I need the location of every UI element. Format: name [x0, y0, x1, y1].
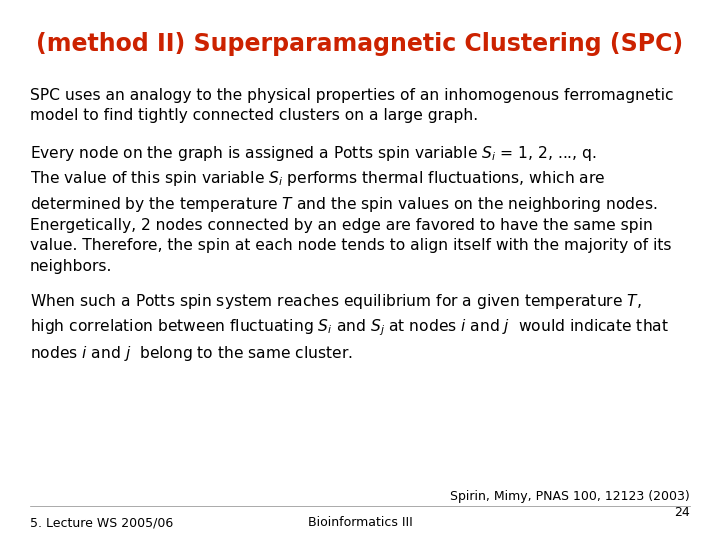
- Text: 24: 24: [674, 506, 690, 519]
- Text: When such a Potts spin system reaches equilibrium for a given temperature $T$,
h: When such a Potts spin system reaches eq…: [30, 292, 669, 363]
- Text: Bioinformatics III: Bioinformatics III: [307, 516, 413, 529]
- Text: Spirin, Mimy, PNAS 100, 12123 (2003): Spirin, Mimy, PNAS 100, 12123 (2003): [450, 490, 690, 503]
- Text: SPC uses an analogy to the physical properties of an inhomogenous ferromagnetic
: SPC uses an analogy to the physical prop…: [30, 88, 673, 124]
- Text: Every node on the graph is assigned a Potts spin variable $S_i$ = 1, 2, ..., q.
: Every node on the graph is assigned a Po…: [30, 144, 657, 214]
- Text: 5. Lecture WS 2005/06: 5. Lecture WS 2005/06: [30, 516, 174, 529]
- Text: Energetically, 2 nodes connected by an edge are favored to have the same spin
va: Energetically, 2 nodes connected by an e…: [30, 218, 672, 274]
- Text: (method II) Superparamagnetic Clustering (SPC): (method II) Superparamagnetic Clustering…: [37, 32, 683, 56]
